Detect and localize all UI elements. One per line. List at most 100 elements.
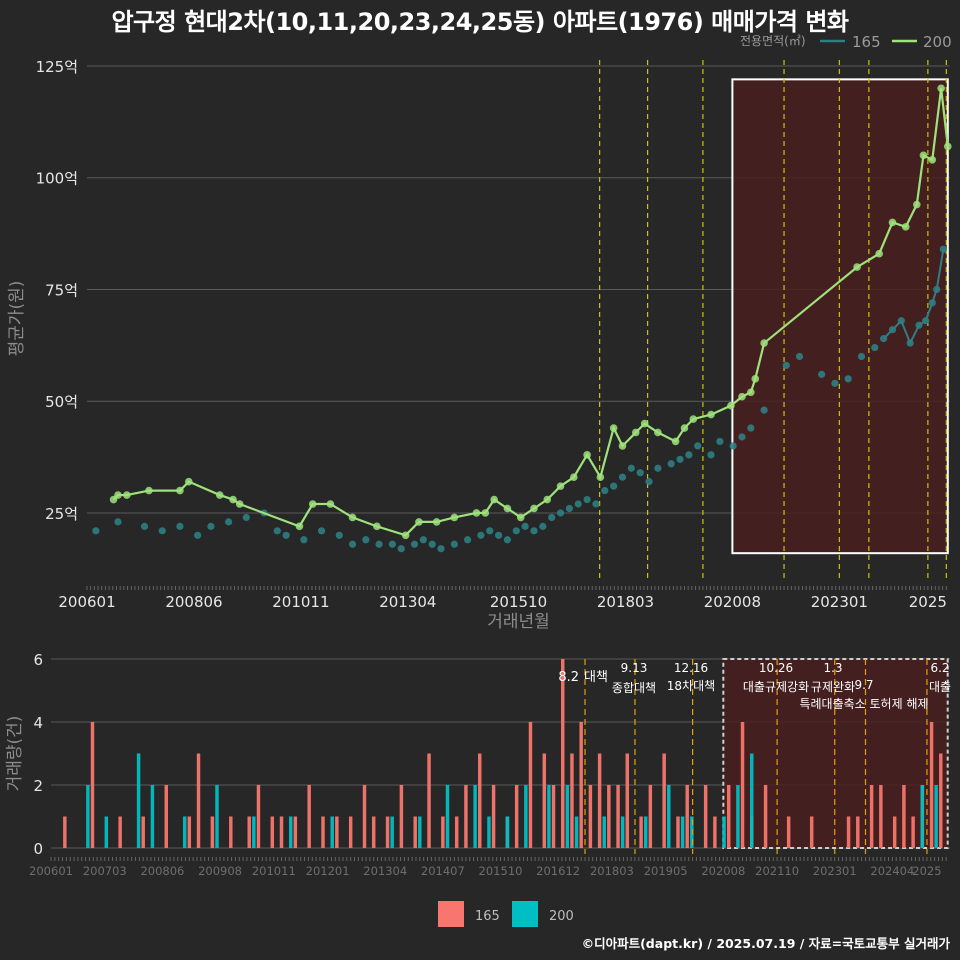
volume-xtick-label: 200806 bbox=[140, 864, 184, 878]
volume-annotation-date: 8.2 bbox=[558, 670, 579, 685]
volume-annotation-label: 종합대책 bbox=[612, 680, 656, 695]
price-point-165 bbox=[140, 522, 149, 530]
price-point-165 bbox=[273, 527, 281, 535]
volume-bar-200 bbox=[574, 816, 579, 848]
price-point-200 bbox=[609, 424, 618, 432]
volume-xtick-label: 201201 bbox=[306, 864, 350, 878]
volume-xtick-label: 202110 bbox=[755, 864, 799, 878]
price-xtick-label: 200601 bbox=[58, 593, 115, 611]
price-point-165 bbox=[410, 540, 419, 548]
volume-bar-165 bbox=[892, 816, 897, 848]
volume-bar-165 bbox=[348, 816, 353, 848]
price-point-165 bbox=[707, 451, 715, 459]
price-point-200 bbox=[176, 486, 184, 495]
volume-bar-165 bbox=[385, 816, 390, 848]
volume-chart: 0 2 4 6 8.2 대책 9.13 종합대책 12.16 18차대책 10.26 대출규제강화 1.… bbox=[5, 651, 951, 927]
price-point-200 bbox=[919, 151, 928, 160]
volume-legend-label-200: 200 bbox=[549, 909, 574, 924]
price-ytick-label: 25억 bbox=[45, 505, 78, 523]
price-point-165 bbox=[362, 536, 370, 544]
volume-bar-165 bbox=[90, 722, 95, 848]
price-point-165 bbox=[782, 361, 790, 370]
volume-bar-165 bbox=[427, 753, 431, 848]
volume-bar-200 bbox=[445, 785, 450, 848]
volume-bar-165 bbox=[542, 753, 547, 848]
volume-bar-165 bbox=[371, 816, 376, 848]
price-point-165 bbox=[207, 522, 215, 530]
volume-bar-200 bbox=[722, 816, 726, 848]
volume-bar-165 bbox=[321, 816, 325, 848]
price-point-165 bbox=[610, 482, 618, 490]
price-xtick-label: 201011 bbox=[272, 593, 329, 611]
volume-ytick-label: 6 bbox=[33, 651, 43, 669]
volume-bar-165 bbox=[279, 816, 284, 848]
price-point-200 bbox=[943, 142, 952, 151]
price-point-165 bbox=[450, 540, 458, 548]
price-point-165 bbox=[844, 375, 852, 383]
price-point-200 bbox=[235, 500, 244, 508]
price-point-165 bbox=[685, 451, 693, 459]
volume-bar-200 bbox=[104, 816, 109, 848]
volume-bar-165 bbox=[187, 816, 192, 848]
price-xtick-label: 201510 bbox=[490, 593, 547, 611]
price-point-165 bbox=[419, 536, 427, 544]
volume-legend-swatch-200 bbox=[512, 901, 538, 927]
volume-bar-165 bbox=[335, 816, 339, 848]
price-point-165 bbox=[176, 522, 184, 530]
price-point-200 bbox=[516, 513, 525, 522]
price-point-200 bbox=[401, 531, 410, 540]
volume-bar-165 bbox=[786, 816, 791, 848]
volume-bar-165 bbox=[256, 785, 261, 848]
volume-bar-165 bbox=[196, 753, 201, 848]
volume-bar-165 bbox=[763, 785, 768, 848]
price-point-165 bbox=[729, 442, 737, 450]
volume-bar-165 bbox=[399, 785, 404, 848]
volume-annotation-date: 9.13 bbox=[621, 661, 648, 675]
volume-bar-200 bbox=[565, 785, 570, 848]
price-point-165 bbox=[300, 536, 308, 544]
price-point-200 bbox=[114, 491, 122, 499]
price-point-165 bbox=[158, 527, 166, 535]
volume-yaxis-title: 거래량(건) bbox=[5, 716, 25, 792]
price-point-165 bbox=[477, 531, 485, 539]
volume-annotation-date: 10.26 bbox=[759, 661, 793, 675]
price-point-165 bbox=[795, 352, 804, 361]
price-xtick-label: 202301 bbox=[811, 593, 868, 611]
volume-bar-165 bbox=[607, 785, 611, 848]
price-point-200 bbox=[373, 522, 381, 531]
price-point-200 bbox=[680, 424, 689, 432]
volume-xtick-label: 202301 bbox=[813, 864, 857, 878]
price-point-165 bbox=[574, 500, 582, 508]
volume-xtick-label: 201011 bbox=[252, 864, 296, 878]
volume-bar-165 bbox=[63, 816, 67, 848]
page-title: 압구정 현대2차(10,11,20,23,24,25동) 아파트(1976) 매… bbox=[111, 8, 849, 36]
price-point-165 bbox=[760, 406, 768, 414]
price-point-165 bbox=[530, 527, 538, 535]
price-point-165 bbox=[512, 527, 520, 535]
volume-annotation-label: 18차대책 bbox=[667, 678, 715, 693]
price-point-165 bbox=[494, 531, 503, 539]
volume-bar-165 bbox=[514, 785, 519, 848]
price-ytick-label: 125억 bbox=[36, 58, 78, 76]
price-point-200 bbox=[503, 504, 512, 513]
volume-xtick-label: 201510 bbox=[479, 864, 523, 878]
volume-bar-200 bbox=[524, 785, 528, 848]
price-point-200 bbox=[760, 339, 768, 347]
volume-bar-165 bbox=[293, 816, 298, 848]
price-point-200 bbox=[596, 473, 605, 481]
price-point-165 bbox=[194, 531, 202, 539]
volume-legend: 165 200 bbox=[438, 901, 574, 927]
volume-bar-165 bbox=[879, 785, 883, 848]
volume-xtick-label: 200908 bbox=[198, 864, 242, 878]
volume-xtick-label: 202008 bbox=[701, 864, 745, 878]
volume-bar-200 bbox=[150, 785, 155, 848]
volume-bar-165 bbox=[902, 785, 906, 848]
volume-bar-165 bbox=[141, 816, 145, 848]
volume-bar-200 bbox=[547, 785, 551, 848]
price-point-200 bbox=[215, 491, 224, 499]
volume-bar-165 bbox=[703, 785, 708, 848]
footer-credit: ©디아파트(dapt.kr) / 2025.07.19 / 자료=국토교통부 실… bbox=[581, 936, 950, 951]
volume-xtick-label: 2025 bbox=[912, 864, 941, 878]
volume-bar-165 bbox=[247, 816, 251, 848]
volume-bar-200 bbox=[182, 816, 187, 848]
